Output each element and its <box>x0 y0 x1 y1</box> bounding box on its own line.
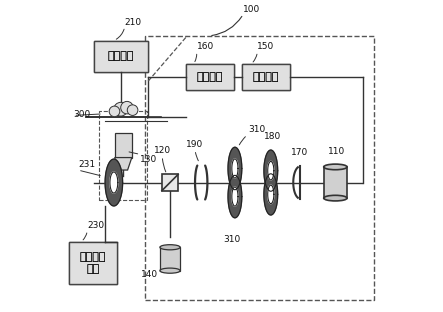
Polygon shape <box>110 172 118 193</box>
Bar <box>186 64 234 90</box>
Ellipse shape <box>160 245 180 250</box>
Text: 300: 300 <box>73 110 90 119</box>
Bar <box>93 41 148 72</box>
Bar <box>242 64 290 90</box>
Text: 210: 210 <box>125 17 142 27</box>
Text: 140: 140 <box>141 270 158 279</box>
Polygon shape <box>268 161 274 180</box>
Polygon shape <box>232 159 238 178</box>
Polygon shape <box>115 158 132 170</box>
Text: 照明模块: 照明模块 <box>108 51 134 61</box>
Text: 110: 110 <box>328 147 346 156</box>
Text: 170: 170 <box>291 148 308 157</box>
Ellipse shape <box>160 268 180 273</box>
Polygon shape <box>268 185 274 204</box>
Ellipse shape <box>324 164 347 170</box>
Text: 调节模块: 调节模块 <box>197 72 223 82</box>
Text: 第二成像
模块: 第二成像 模块 <box>80 252 106 274</box>
Polygon shape <box>105 159 123 206</box>
Bar <box>99 111 147 200</box>
Polygon shape <box>264 174 278 215</box>
Text: 130: 130 <box>140 155 158 164</box>
Text: 190: 190 <box>186 140 203 149</box>
Bar <box>145 36 374 300</box>
Polygon shape <box>264 150 278 191</box>
Polygon shape <box>228 147 242 190</box>
Text: 控制模块: 控制模块 <box>253 72 279 82</box>
Text: 230: 230 <box>87 221 105 230</box>
Bar <box>186 64 234 90</box>
Text: 180: 180 <box>264 132 281 141</box>
Bar <box>69 242 117 284</box>
Text: 150: 150 <box>257 42 275 51</box>
Ellipse shape <box>324 195 347 201</box>
Text: 310: 310 <box>223 235 241 244</box>
Circle shape <box>109 106 120 117</box>
Bar <box>160 247 180 271</box>
Circle shape <box>121 101 133 114</box>
Text: 100: 100 <box>243 5 260 14</box>
Polygon shape <box>228 175 242 218</box>
Text: 160: 160 <box>197 42 214 51</box>
Bar <box>115 133 132 158</box>
Text: 310: 310 <box>248 125 265 134</box>
Polygon shape <box>232 187 238 206</box>
Circle shape <box>114 102 128 116</box>
Text: 控制模块: 控制模块 <box>253 72 279 82</box>
Bar <box>324 167 347 198</box>
Text: 第二成像
模块: 第二成像 模块 <box>80 252 106 274</box>
Bar <box>242 64 290 90</box>
Text: 231: 231 <box>78 160 95 169</box>
Circle shape <box>127 105 138 115</box>
Bar <box>69 242 117 284</box>
Bar <box>162 174 178 191</box>
Text: 调节模块: 调节模块 <box>197 72 223 82</box>
Bar <box>93 41 148 72</box>
Text: 120: 120 <box>154 146 171 155</box>
Text: 照明模块: 照明模块 <box>108 51 134 61</box>
